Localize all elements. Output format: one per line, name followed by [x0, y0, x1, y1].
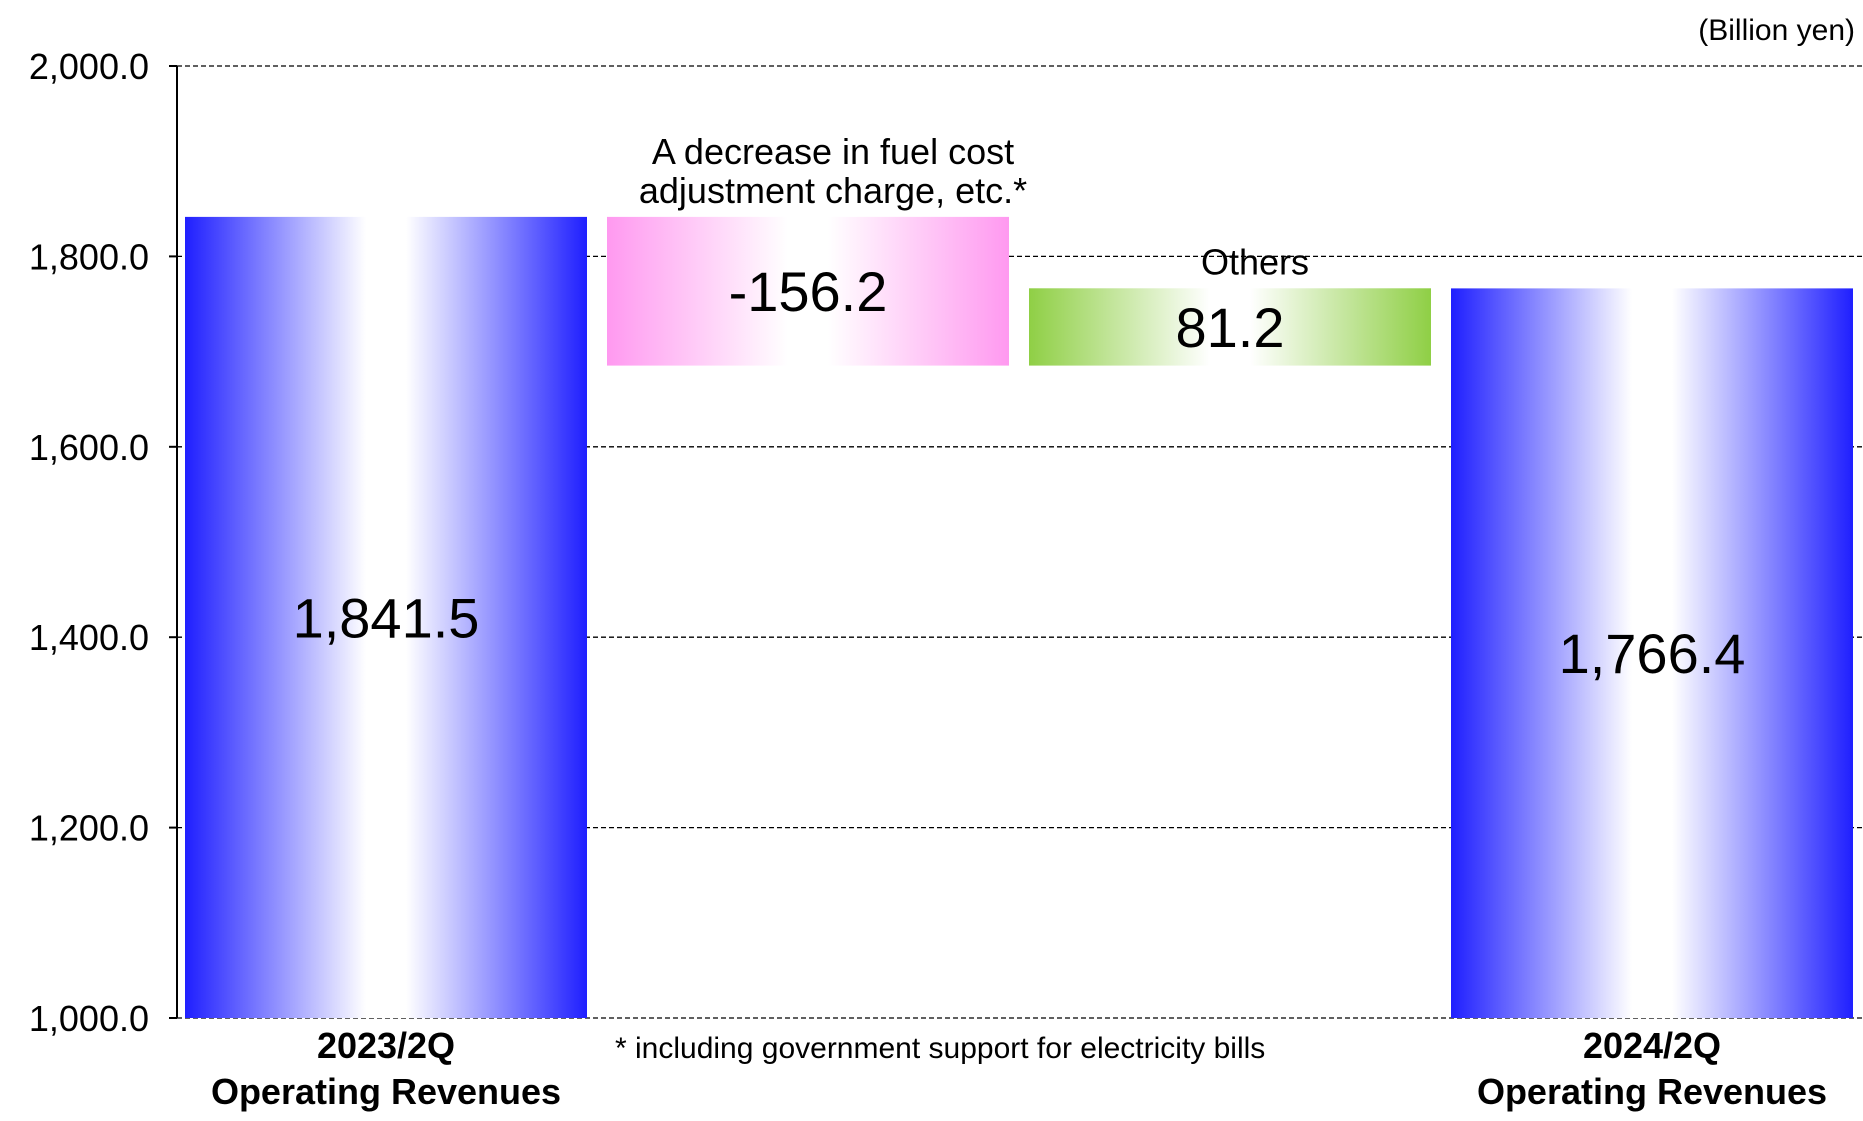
bar-annotation: adjustment charge, etc.*	[639, 170, 1027, 211]
y-tick-label: 1,200.0	[29, 808, 149, 849]
bars	[185, 216, 1853, 1019]
y-tick-label: 2,000.0	[29, 46, 149, 87]
bar-value-label: 1,841.5	[293, 586, 480, 649]
unit-label: (Billion yen)	[1698, 14, 1855, 47]
bar-value-label: -156.2	[729, 260, 888, 323]
bar-annotation: A decrease in fuel cost	[652, 131, 1014, 172]
bar-delta-1	[607, 216, 1009, 366]
y-tick-label: 1,400.0	[29, 617, 149, 658]
category-label: 2024/2Q	[1583, 1025, 1721, 1066]
y-axis-ticks: 1,000.0 1,200.0 1,400.0 1,600.0 1,800.0 2,000…	[29, 46, 177, 1039]
category-label: Operating Revenues	[211, 1071, 561, 1112]
bar-annotation: Others	[1201, 241, 1309, 282]
footnote: * including government support for elect…	[615, 1032, 1265, 1065]
category-label: 2023/2Q	[317, 1025, 455, 1066]
bar-value-label: 1,766.4	[1559, 622, 1746, 685]
bar-delta-2	[1029, 288, 1431, 366]
bar-labels: 1,841.5 2023/2Q Operating Revenues -156.2 A …	[211, 131, 1827, 1112]
bar-total-0	[185, 216, 587, 1019]
y-tick-label: 1,800.0	[29, 236, 149, 277]
bar-total-3	[1451, 288, 1853, 1018]
bar-value-label: 81.2	[1176, 296, 1285, 359]
y-tick-label: 1,000.0	[29, 998, 149, 1039]
category-label: Operating Revenues	[1477, 1071, 1827, 1112]
y-tick-label: 1,600.0	[29, 427, 149, 468]
